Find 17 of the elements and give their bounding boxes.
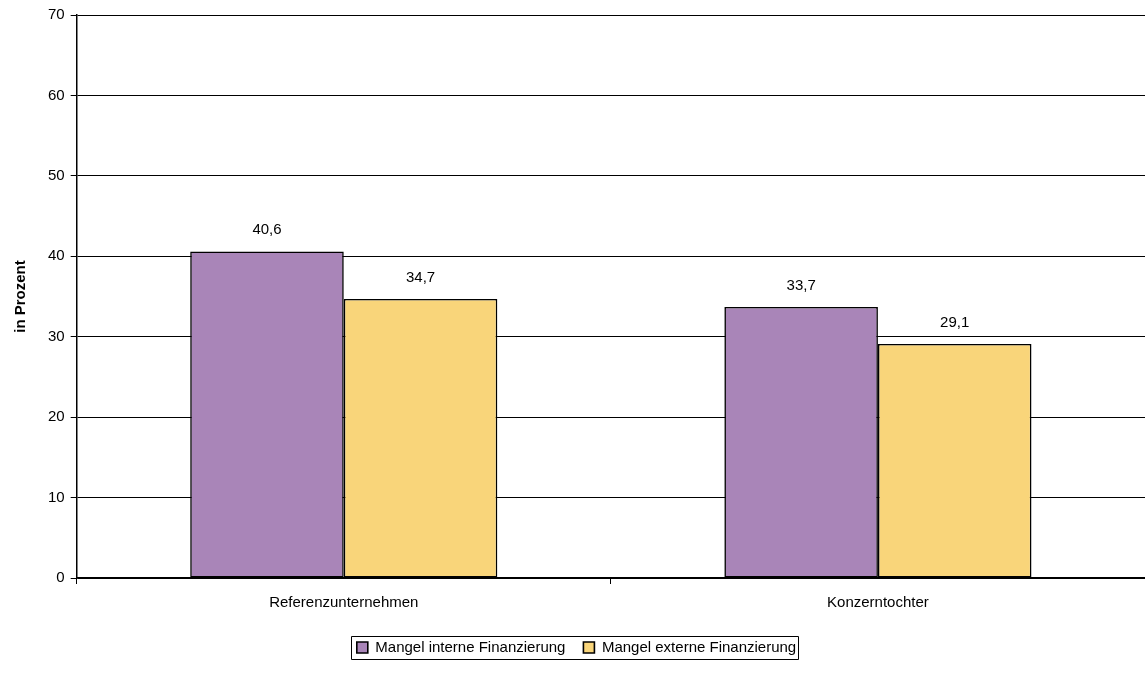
data-label: 33,7	[786, 275, 816, 293]
y-tick-label: 70	[48, 5, 65, 23]
y-tick-label: 10	[48, 487, 65, 505]
x-tick-label: Referenzunternehmen	[269, 593, 419, 611]
y-tick-label: 0	[56, 568, 65, 586]
y-tick-label: 50	[48, 166, 65, 183]
y-tick-label: 60	[48, 85, 65, 103]
y-axis-title: in Prozent	[11, 260, 29, 333]
y-tick-label: 20	[48, 407, 65, 425]
data-label: 34,7	[405, 267, 436, 285]
legend-label: Mangel interne Finanzierung	[375, 637, 566, 655]
data-label: 29,1	[940, 312, 970, 330]
y-tick-label: 40	[48, 246, 65, 264]
y-tick-label: 30	[48, 326, 65, 344]
data-label: 40,6	[252, 220, 282, 238]
x-tick-label: Konzerntochter	[827, 593, 929, 611]
legend-label: Mangel externe Finanzierung	[601, 637, 797, 655]
